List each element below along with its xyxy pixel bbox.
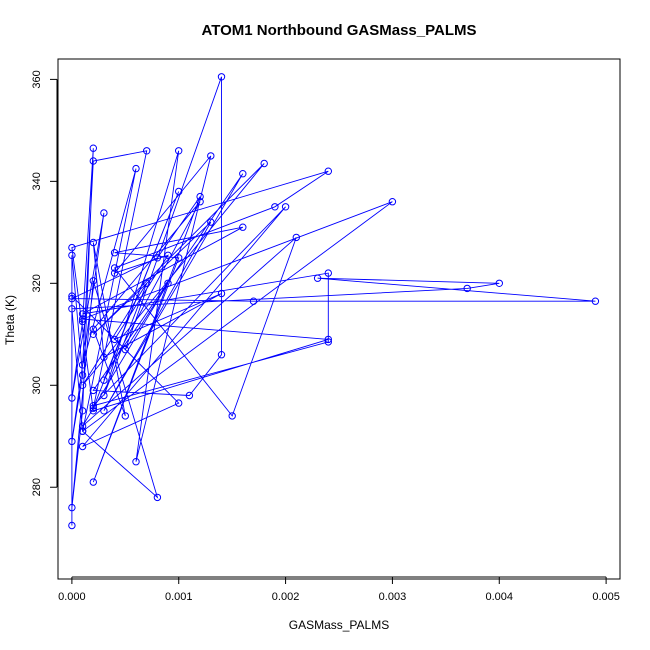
data-point	[132, 458, 140, 466]
chart-title: ATOM1 Northbound GASMass_PALMS	[201, 22, 476, 39]
data-point	[292, 233, 300, 242]
data-point	[591, 297, 600, 305]
data-point	[271, 203, 279, 211]
y-tick-label: 320	[31, 274, 43, 292]
data-point	[89, 277, 98, 285]
data-point	[89, 157, 98, 165]
data-point	[78, 371, 87, 379]
series-line	[71, 76, 596, 526]
data-point	[185, 391, 194, 400]
data-point	[89, 404, 98, 412]
data-point	[207, 152, 215, 160]
data-point	[153, 493, 162, 502]
data-point	[110, 269, 119, 277]
data-point	[89, 238, 98, 247]
data-point	[313, 274, 322, 282]
data-point	[100, 391, 108, 400]
data-point	[281, 203, 290, 211]
data-point	[78, 427, 87, 435]
data-point	[239, 170, 247, 178]
data-point	[121, 412, 130, 420]
series-layer	[68, 73, 600, 530]
data-point	[78, 381, 87, 389]
data-point	[239, 223, 247, 231]
x-axis: 0.000 0.001 0.002 0.003 0.004 0.005	[58, 576, 620, 603]
x-axis-label: GASMass_PALMS	[289, 618, 389, 632]
data-point	[89, 402, 98, 410]
data-point	[100, 353, 108, 361]
data-point	[324, 338, 332, 346]
data-point	[89, 478, 98, 486]
data-point	[78, 317, 87, 326]
data-point	[78, 422, 87, 430]
data-point	[68, 503, 76, 512]
data-point	[121, 345, 130, 354]
data-point	[68, 305, 76, 313]
data-point	[68, 394, 76, 402]
data-point	[463, 284, 471, 293]
data-point	[217, 73, 226, 81]
data-point	[89, 330, 98, 338]
data-point	[110, 335, 119, 344]
data-point	[89, 325, 98, 333]
x-tick-label: 0.003	[379, 591, 407, 603]
data-point	[175, 147, 183, 155]
data-point	[78, 310, 87, 318]
data-point	[153, 254, 162, 262]
data-point	[100, 376, 108, 384]
x-tick-label: 0.005	[592, 591, 620, 603]
data-point	[78, 407, 87, 415]
data-point	[196, 198, 204, 206]
data-point	[100, 209, 108, 217]
data-point	[175, 187, 183, 196]
data-point	[175, 254, 183, 262]
data-point	[217, 351, 226, 359]
data-point	[110, 264, 119, 272]
data-point	[68, 251, 76, 260]
data-point	[78, 361, 87, 369]
data-point	[89, 407, 98, 415]
data-point	[68, 294, 76, 303]
data-point	[143, 147, 151, 155]
x-tick-label: 0.001	[165, 591, 193, 603]
data-point	[78, 315, 87, 323]
x-tick-label: 0.000	[58, 591, 86, 603]
data-point	[324, 167, 332, 175]
data-point	[78, 442, 87, 451]
y-tick-label: 300	[31, 376, 43, 394]
data-point	[110, 249, 119, 257]
data-point	[207, 218, 215, 226]
data-point	[196, 192, 204, 201]
data-point	[324, 269, 332, 277]
data-point	[100, 407, 108, 415]
x-tick-label: 0.002	[272, 591, 300, 603]
y-tick-label: 340	[31, 172, 43, 190]
data-point	[132, 164, 140, 173]
y-axis-label: Theta (K)	[3, 295, 17, 345]
data-point	[495, 279, 503, 287]
data-point	[388, 198, 397, 206]
data-point	[143, 279, 151, 287]
data-point	[89, 386, 98, 395]
y-tick-label: 360	[31, 70, 43, 88]
plot-box	[57, 58, 621, 580]
data-point	[68, 292, 76, 300]
data-point	[68, 437, 76, 446]
data-point	[68, 521, 76, 530]
x-tick-label: 0.004	[486, 591, 514, 603]
y-tick-label: 280	[31, 478, 43, 496]
data-point	[249, 297, 258, 305]
data-point	[68, 243, 76, 252]
data-point	[217, 289, 226, 298]
data-point	[164, 251, 172, 260]
data-point	[164, 279, 172, 287]
data-point	[175, 399, 183, 407]
data-point	[324, 335, 332, 344]
data-point	[228, 412, 236, 420]
y-axis: 280 300 320 340 360	[31, 70, 58, 496]
data-point	[89, 144, 98, 152]
data-point	[260, 159, 268, 168]
